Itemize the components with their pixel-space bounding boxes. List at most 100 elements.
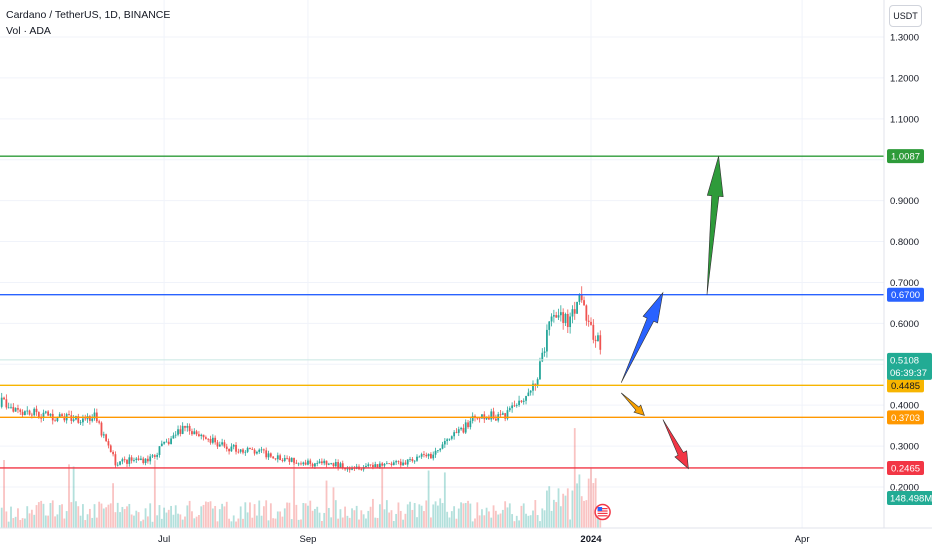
candle bbox=[557, 308, 560, 321]
time-tick-label: Jul bbox=[158, 534, 170, 545]
candle-body bbox=[518, 400, 520, 406]
candle bbox=[179, 425, 182, 437]
candle bbox=[149, 453, 152, 465]
candle-body bbox=[184, 425, 186, 428]
volume-bar bbox=[44, 515, 47, 528]
candle-body bbox=[492, 411, 495, 419]
candle bbox=[35, 405, 38, 416]
candle-body bbox=[314, 463, 316, 467]
candle bbox=[397, 460, 400, 465]
arrow-shape[interactable] bbox=[620, 392, 645, 416]
volume-bar bbox=[12, 518, 15, 528]
candle-body bbox=[311, 463, 314, 467]
candle bbox=[411, 457, 414, 463]
volume-bar bbox=[372, 498, 374, 528]
time-axis[interactable]: AprJulSep2023AprJulSep2024AprJulSep bbox=[0, 527, 932, 545]
candle-body bbox=[160, 443, 163, 447]
volume-bar bbox=[165, 512, 168, 528]
volume-bar bbox=[307, 505, 309, 528]
candle bbox=[550, 313, 553, 327]
volume-bar bbox=[144, 508, 147, 528]
candle-body bbox=[272, 456, 275, 459]
candle bbox=[137, 455, 140, 461]
volume-bar bbox=[95, 517, 98, 528]
volume-bar bbox=[471, 521, 474, 528]
candle-body bbox=[209, 439, 212, 443]
candle bbox=[583, 296, 585, 306]
drawn-arrows[interactable] bbox=[620, 156, 724, 470]
volume-bar bbox=[488, 511, 490, 528]
candle bbox=[460, 426, 462, 431]
candle bbox=[193, 428, 196, 435]
arrow-shape[interactable] bbox=[706, 156, 724, 295]
candle bbox=[107, 438, 110, 449]
volume-bar bbox=[332, 487, 335, 528]
candle bbox=[130, 455, 133, 464]
candle-body bbox=[98, 421, 101, 423]
candle-body bbox=[571, 309, 574, 317]
level-price-badge bbox=[887, 460, 924, 475]
candle-body bbox=[170, 438, 172, 445]
candle bbox=[209, 435, 212, 445]
volume-bar bbox=[276, 511, 279, 528]
candle bbox=[160, 440, 163, 447]
candle bbox=[276, 452, 279, 463]
us-flag-event-icon[interactable] bbox=[594, 503, 611, 521]
candle bbox=[420, 452, 423, 459]
volume-bar bbox=[149, 503, 152, 528]
candle bbox=[427, 453, 430, 460]
candle-body bbox=[597, 335, 599, 342]
candle bbox=[432, 451, 435, 461]
candle-body bbox=[140, 458, 142, 460]
countdown-label: 06:39:37 bbox=[890, 368, 927, 379]
volume-bar bbox=[221, 503, 224, 528]
candle-body bbox=[464, 422, 467, 433]
candle-body bbox=[541, 352, 544, 362]
chart-grid bbox=[0, 0, 884, 528]
candle bbox=[267, 450, 270, 460]
volume-bar bbox=[230, 521, 233, 528]
candle-body bbox=[40, 417, 43, 419]
volume-bar bbox=[274, 518, 277, 528]
candle bbox=[443, 438, 446, 448]
volume-bar bbox=[235, 521, 237, 528]
volume-bar bbox=[3, 460, 5, 528]
volume-indicator-label[interactable]: Vol · ADA bbox=[6, 25, 51, 37]
currency-unit-button[interactable]: USDT bbox=[889, 5, 922, 27]
candle-body bbox=[191, 431, 193, 435]
volume-bar bbox=[460, 502, 462, 528]
candle bbox=[116, 462, 119, 467]
volume-bar bbox=[56, 514, 59, 528]
candle bbox=[225, 443, 228, 452]
symbol-title[interactable]: Cardano / TetherUS, 1D, BINANCE bbox=[6, 9, 171, 21]
candle-body bbox=[109, 445, 112, 453]
volume-bar bbox=[258, 500, 261, 528]
arrow-shape[interactable] bbox=[620, 291, 664, 383]
price-axis[interactable]: 1.30001.20001.10001.00000.90000.80000.70… bbox=[883, 0, 919, 528]
price-tick-label: 1.3000 bbox=[890, 33, 919, 44]
candle bbox=[297, 462, 300, 467]
candle bbox=[10, 403, 12, 409]
candle-body bbox=[316, 463, 319, 464]
candle-body bbox=[594, 339, 597, 342]
horizontal-levels[interactable] bbox=[0, 155, 884, 469]
candle bbox=[562, 308, 565, 330]
candle-body bbox=[258, 449, 261, 452]
candle bbox=[293, 457, 295, 465]
candle-body bbox=[300, 463, 302, 465]
volume-bar bbox=[557, 488, 560, 528]
candle-body bbox=[7, 407, 10, 409]
candle-body bbox=[327, 463, 330, 465]
candle bbox=[418, 455, 421, 458]
volume-bar bbox=[128, 503, 131, 528]
candle-body bbox=[339, 463, 342, 468]
arrow-shape[interactable] bbox=[662, 419, 689, 470]
candle bbox=[448, 438, 451, 441]
volume-bar bbox=[499, 513, 502, 528]
volume-bar bbox=[256, 515, 258, 528]
candle bbox=[172, 432, 175, 439]
candle-body bbox=[146, 458, 149, 462]
volume-bar bbox=[546, 490, 548, 528]
candle-body bbox=[374, 464, 377, 468]
